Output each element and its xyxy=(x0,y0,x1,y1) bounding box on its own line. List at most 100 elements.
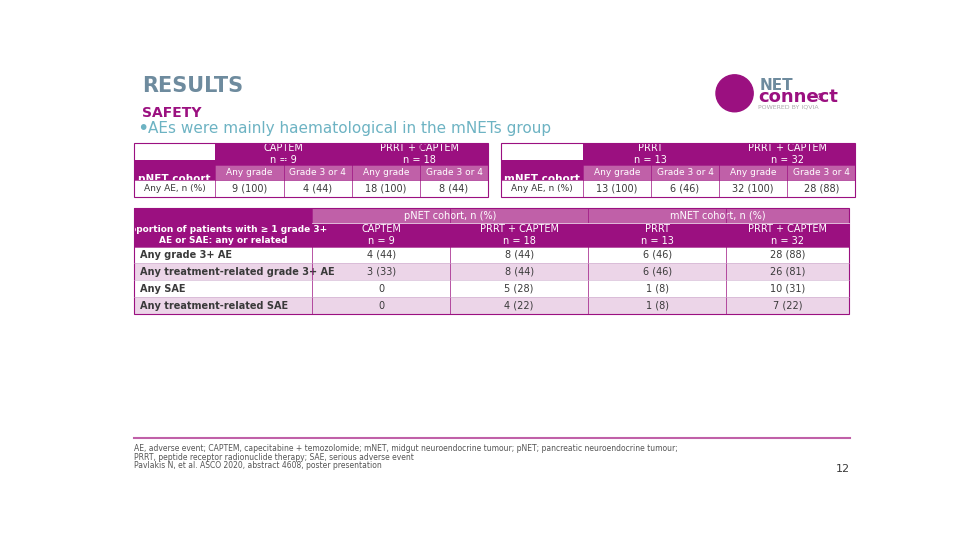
Text: Any grade 3+ AE: Any grade 3+ AE xyxy=(140,250,232,260)
Text: Any grade: Any grade xyxy=(363,168,409,177)
Text: PRRT + CAPTEM
n = 32: PRRT + CAPTEM n = 32 xyxy=(748,224,827,246)
Text: 6 (46): 6 (46) xyxy=(642,267,672,277)
Text: 4 (44): 4 (44) xyxy=(303,184,332,194)
Text: Grade 3 or 4: Grade 3 or 4 xyxy=(289,168,346,177)
Bar xyxy=(588,298,726,314)
Bar xyxy=(726,247,849,264)
Bar xyxy=(588,208,849,224)
Bar xyxy=(787,180,855,197)
Bar xyxy=(312,280,450,298)
Text: Any AE, n (%): Any AE, n (%) xyxy=(511,184,573,193)
Text: Grade 3 or 4: Grade 3 or 4 xyxy=(657,168,713,177)
Text: PRRT
n = 13: PRRT n = 13 xyxy=(635,143,667,165)
Bar xyxy=(450,298,588,314)
Bar xyxy=(787,165,855,180)
Text: SAFETY: SAFETY xyxy=(142,106,202,120)
Bar xyxy=(312,298,450,314)
Bar xyxy=(420,180,488,197)
Bar xyxy=(312,264,450,280)
Text: 8 (44): 8 (44) xyxy=(505,267,534,277)
Bar xyxy=(450,224,588,247)
Text: ®: ® xyxy=(816,93,825,102)
Bar xyxy=(312,247,450,264)
Bar xyxy=(215,165,283,180)
Bar xyxy=(450,280,588,298)
Bar xyxy=(283,180,351,197)
Text: 10 (31): 10 (31) xyxy=(770,284,804,294)
Text: NET: NET xyxy=(759,78,793,93)
Bar xyxy=(726,224,849,247)
Text: 13 (100): 13 (100) xyxy=(596,184,637,194)
Text: Any grade: Any grade xyxy=(227,168,273,177)
Text: 28 (88): 28 (88) xyxy=(804,184,839,194)
Text: Any treatment-related SAE: Any treatment-related SAE xyxy=(140,301,288,311)
Text: AEs were mainly haematological in the mNETs group: AEs were mainly haematological in the mN… xyxy=(148,121,551,136)
Text: PRRT + CAPTEM
n = 18: PRRT + CAPTEM n = 18 xyxy=(480,224,559,246)
Bar xyxy=(134,143,488,197)
Text: mNET cohort: mNET cohort xyxy=(504,174,580,184)
Bar xyxy=(450,264,588,280)
Text: 8 (44): 8 (44) xyxy=(505,250,534,260)
Text: mNET cohort, n (%): mNET cohort, n (%) xyxy=(670,211,766,221)
Bar xyxy=(719,143,855,165)
Bar xyxy=(501,143,855,197)
Bar xyxy=(588,247,726,264)
Text: PRRT + CAPTEM
n = 32: PRRT + CAPTEM n = 32 xyxy=(748,143,827,165)
Bar xyxy=(583,143,719,165)
Bar xyxy=(351,180,420,197)
Bar xyxy=(134,298,312,314)
Text: Any AE, n (%): Any AE, n (%) xyxy=(144,184,205,193)
Bar xyxy=(312,208,588,224)
Text: 28 (88): 28 (88) xyxy=(770,250,805,260)
Bar xyxy=(726,298,849,314)
Text: Any grade: Any grade xyxy=(593,168,640,177)
Text: Pavlakis N, et al. ASCO 2020, abstract 4608, poster presentation: Pavlakis N, et al. ASCO 2020, abstract 4… xyxy=(134,461,382,470)
Text: 26 (81): 26 (81) xyxy=(770,267,805,277)
Text: 5 (28): 5 (28) xyxy=(504,284,534,294)
Bar xyxy=(283,165,351,180)
Text: 4 (44): 4 (44) xyxy=(367,250,396,260)
Bar xyxy=(726,264,849,280)
Bar xyxy=(215,143,351,165)
Text: RESULTS: RESULTS xyxy=(142,76,243,96)
Bar xyxy=(726,280,849,298)
Bar xyxy=(719,180,787,197)
Bar xyxy=(588,264,726,280)
Text: pNET cohort: pNET cohort xyxy=(138,174,211,184)
Text: 12: 12 xyxy=(836,464,850,475)
Text: Proportion of patients with ≥ 1 grade 3+
AE or SAE: any or related: Proportion of patients with ≥ 1 grade 3+… xyxy=(119,225,327,245)
Bar xyxy=(134,160,215,197)
Bar xyxy=(215,180,283,197)
Text: 32 (100): 32 (100) xyxy=(732,184,774,194)
Bar xyxy=(450,247,588,264)
Bar xyxy=(501,160,583,197)
Text: 0: 0 xyxy=(378,301,384,311)
Bar xyxy=(588,280,726,298)
Text: Any grade: Any grade xyxy=(730,168,777,177)
Bar xyxy=(501,180,583,197)
Bar xyxy=(583,165,651,180)
Text: connect: connect xyxy=(757,88,838,106)
Text: 3 (33): 3 (33) xyxy=(367,267,396,277)
Text: 1 (8): 1 (8) xyxy=(645,284,668,294)
Text: 8 (44): 8 (44) xyxy=(440,184,468,194)
Text: •: • xyxy=(137,119,149,138)
Bar xyxy=(312,224,450,247)
Text: PRRT + CAPTEM
n = 18: PRRT + CAPTEM n = 18 xyxy=(380,143,460,165)
Bar xyxy=(651,180,719,197)
Text: 6 (46): 6 (46) xyxy=(642,250,672,260)
Text: POWERED BY IQVIA: POWERED BY IQVIA xyxy=(757,105,819,110)
Text: CAPTEM
n = 9: CAPTEM n = 9 xyxy=(361,224,401,246)
Text: 18 (100): 18 (100) xyxy=(365,184,406,194)
Text: Grade 3 or 4: Grade 3 or 4 xyxy=(793,168,850,177)
Text: 6 (46): 6 (46) xyxy=(670,184,700,194)
Text: Any treatment-related grade 3+ AE: Any treatment-related grade 3+ AE xyxy=(140,267,335,277)
Bar xyxy=(583,180,651,197)
Text: Grade 3 or 4: Grade 3 or 4 xyxy=(425,168,483,177)
Bar xyxy=(351,165,420,180)
Bar xyxy=(588,224,726,247)
Text: 0: 0 xyxy=(378,284,384,294)
Circle shape xyxy=(716,75,754,112)
Bar xyxy=(134,208,849,314)
Text: 7 (22): 7 (22) xyxy=(773,301,802,311)
